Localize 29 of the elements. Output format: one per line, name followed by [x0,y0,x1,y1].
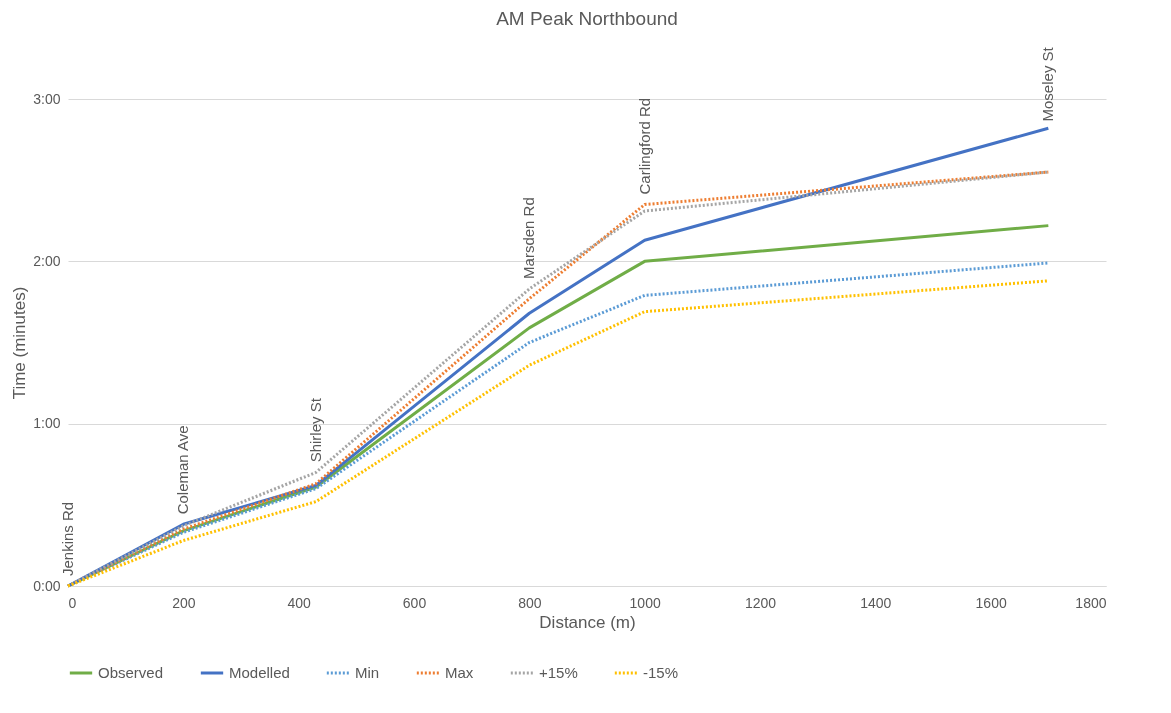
x-tick-label: 400 [287,594,312,611]
legend-label: Observed [98,664,164,681]
chart-title: AM Peak Northbound [496,8,678,30]
annotation: Shirley St [306,397,324,463]
x-tick-label: 1000 [629,594,661,611]
y-tick-label: 0:00 [33,577,61,594]
annotation: Marsden Rd [520,197,538,279]
x-tick-label: 1200 [744,594,777,611]
y-tick-label: 2:00 [33,252,61,269]
annotation: Coleman Ave [174,425,192,515]
x-tick-label: 200 [172,594,196,611]
legend-label: Modelled [229,664,290,681]
legend-label: -15% [643,664,679,681]
legend-label: Min [355,664,380,681]
x-tick-label: 1600 [975,594,1007,611]
y-axis-title: Time (minutes) [10,286,30,400]
x-tick-label: 1800 [1075,594,1107,611]
x-axis-title: Distance (m) [539,612,636,632]
legend-label: +15% [539,664,578,681]
x-tick-label: 800 [518,594,542,611]
legend-label: Max [445,664,474,681]
x-tick-label: 600 [402,594,427,611]
x-tick-label: 0 [68,594,77,611]
annotation: Moseley St [1039,46,1057,122]
annotation: Carlingford Rd [635,97,653,195]
y-tick-label: 3:00 [33,90,61,107]
x-tick-label: 1400 [860,594,892,611]
y-tick-label: 1:00 [33,415,61,432]
annotation: Jenkins Rd [59,501,76,576]
